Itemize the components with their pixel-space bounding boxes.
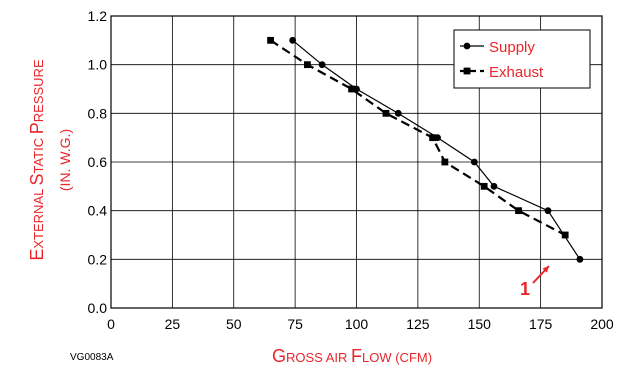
y-tick-label: 0.2 <box>88 251 108 267</box>
legend: Supply Exhaust <box>453 29 591 89</box>
legend-exhaust-label: Exhaust <box>489 64 544 81</box>
exhaust-point <box>382 109 390 117</box>
curve-labels: 1 <box>520 265 550 299</box>
x-tick-label: 175 <box>529 316 553 332</box>
supply-point <box>289 36 297 44</box>
legend-supply-marker <box>463 42 471 50</box>
x-ticks: 0 25 50 75 100 125 150 175 200 <box>107 316 614 332</box>
y-tick-label: 1.0 <box>88 57 108 73</box>
x-tick-label: 150 <box>468 316 492 332</box>
y-tick-label: 0.4 <box>88 203 108 219</box>
x-tick-label: 25 <box>165 316 181 332</box>
exhaust-point <box>267 36 274 44</box>
y-tick-label: 0.8 <box>88 105 108 121</box>
x-tick-label: 75 <box>287 316 303 332</box>
supply-point <box>490 182 498 190</box>
x-axis-label: GROSS AIR FLOW (CFM) <box>272 346 432 366</box>
supply-point <box>318 61 326 69</box>
x-tick-label: 125 <box>406 316 430 332</box>
supply-point <box>544 207 552 215</box>
exhaust-point <box>441 158 449 166</box>
y-axis-sublabel: (IN. W.G.) <box>57 129 73 191</box>
legend-exhaust-marker <box>463 67 471 75</box>
y-tick-label: 0.0 <box>88 300 108 316</box>
legend-box <box>453 29 591 89</box>
exhaust-point <box>429 134 437 142</box>
x-tick-label: 50 <box>226 316 242 332</box>
exhaust-point <box>515 207 522 215</box>
legend-supply-label: Supply <box>489 39 535 56</box>
supply-point <box>470 158 478 166</box>
y-tick-label: 0.6 <box>88 154 108 170</box>
figure-id: VG0083A <box>70 352 114 363</box>
exhaust-point <box>561 231 569 239</box>
x-tick-label: 100 <box>345 316 369 332</box>
exhaust-point <box>348 85 355 93</box>
series <box>267 36 584 263</box>
supply-point <box>576 255 584 263</box>
y-ticks: 0.0 0.2 0.4 0.6 0.8 1.0 1.2 <box>88 8 108 316</box>
curve-label: 1 <box>520 279 530 299</box>
exhaust-point <box>304 61 311 69</box>
x-tick-label: 0 <box>107 316 115 332</box>
y-tick-label: 1.2 <box>88 8 108 24</box>
curve-arrow-head <box>542 266 549 273</box>
exhaust-point <box>480 182 488 190</box>
y-axis-label: EXTERNAL STATIC PRESSURE <box>27 59 47 261</box>
x-tick-label: 200 <box>590 316 614 332</box>
supply-point <box>394 109 402 117</box>
